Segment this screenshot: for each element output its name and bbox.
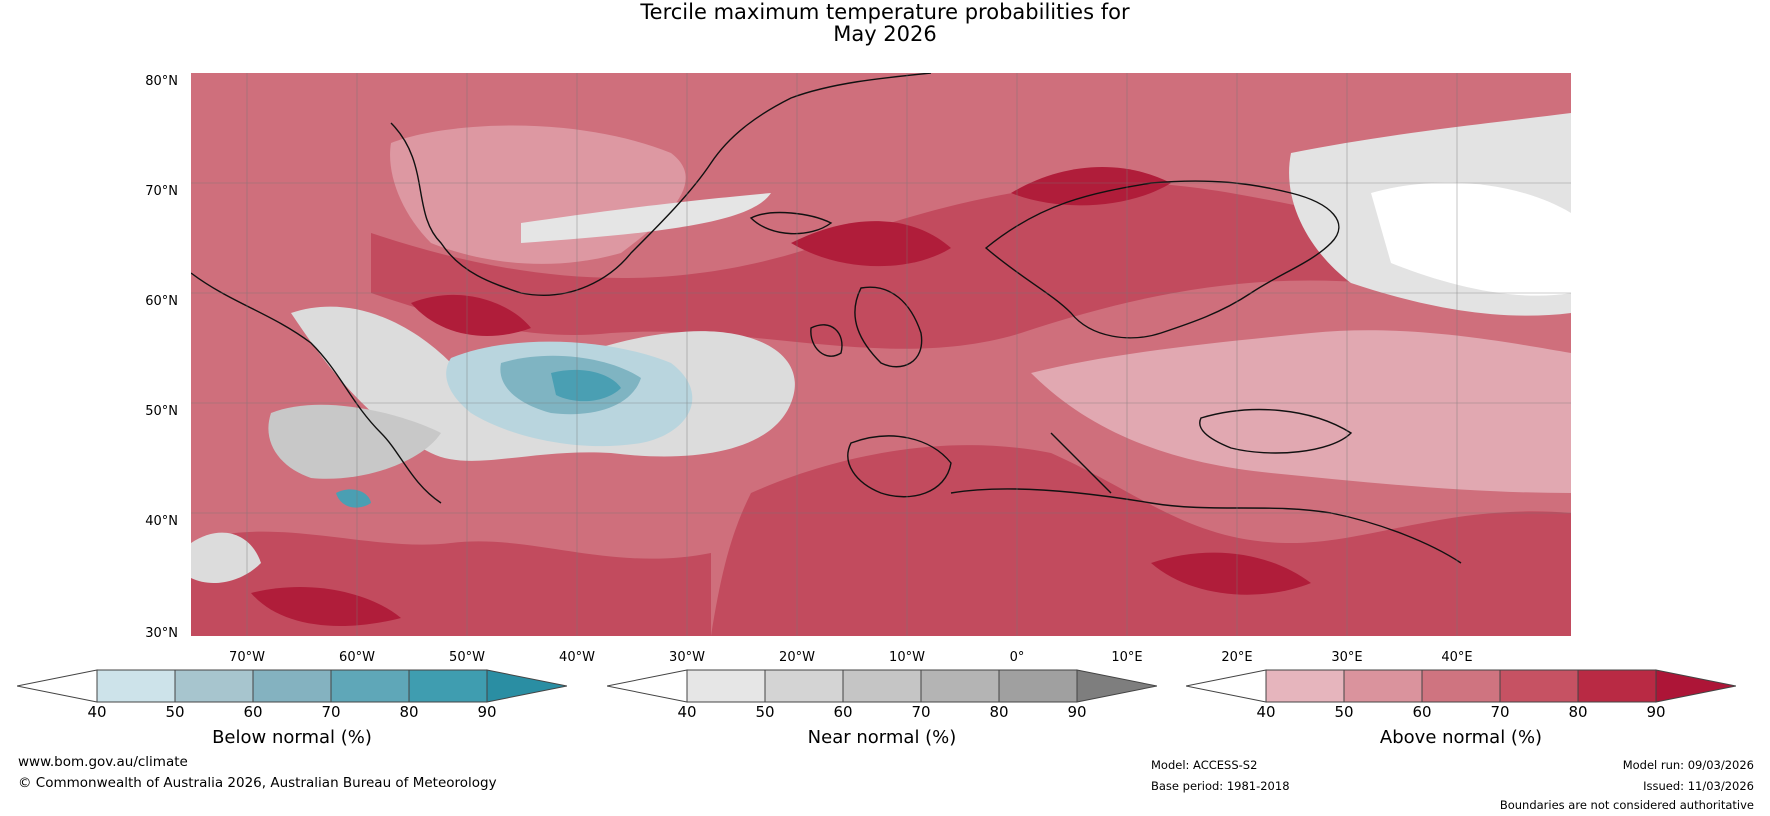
probability-map [191, 73, 1571, 636]
north-america-coast [191, 272, 442, 504]
cb-near-tick-50: 50 [755, 703, 775, 721]
below-normal-small-patch [336, 489, 371, 508]
lat-label-30n: 30°N [145, 626, 178, 641]
cb-above-tick-70: 70 [1490, 703, 1510, 721]
near-normal-white-patch [1371, 182, 1571, 296]
cb-above-seg-40-50 [1265, 669, 1345, 703]
cb-below-tick-60: 60 [243, 703, 263, 721]
cb-below-tick-90: 90 [477, 703, 497, 721]
cb-above-tick-90: 90 [1646, 703, 1666, 721]
lat-label-40n: 40°N [145, 514, 178, 529]
black-sea-coast [1199, 408, 1353, 454]
map-svg [191, 73, 1571, 636]
cb-near-seg-80-90 [998, 669, 1078, 703]
cb-near-ext-low [607, 669, 688, 703]
cb-near-seg-60-70 [842, 669, 922, 703]
lat-label-50n: 50°N [145, 404, 178, 419]
issued-text: Issued: 11/03/2026 [1643, 779, 1754, 793]
cb-above-ext-low [1186, 669, 1267, 703]
iceland-coast [749, 211, 833, 235]
cb-above-seg-50-60 [1343, 669, 1423, 703]
cb-above-seg-60-70 [1421, 669, 1501, 703]
cb-below-seg-40-50 [96, 669, 176, 703]
near-normal-newfoundland-region [268, 404, 441, 479]
cb-below-tick-50: 50 [165, 703, 185, 721]
cb-above-tick-50: 50 [1334, 703, 1354, 721]
cb-below-seg-80-90 [408, 669, 488, 703]
cb-below-seg-70-80 [330, 669, 410, 703]
lon-label-60w: 60°W [339, 650, 375, 665]
italy-coast [1050, 432, 1112, 494]
lon-label-50w: 50°W [449, 650, 485, 665]
lon-label-70w: 70°W [229, 650, 265, 665]
copyright-text: © Commonwealth of Australia 2026, Austra… [18, 775, 497, 791]
lon-label-30e: 30°E [1331, 650, 1363, 665]
britain-coast [854, 286, 923, 368]
lon-label-20w: 20°W [779, 650, 815, 665]
base-period-text: Base period: 1981-2018 [1151, 779, 1290, 793]
iberia-coast [847, 435, 952, 498]
cb-above-ext-high [1655, 669, 1736, 703]
cb-above-tick-80: 80 [1568, 703, 1588, 721]
cb-below-tick-80: 80 [399, 703, 419, 721]
lon-label-10w: 10°W [889, 650, 925, 665]
cb-below-ext-low [17, 669, 98, 703]
lon-label-0: 0° [1009, 650, 1025, 665]
above-normal-core-greenland [411, 294, 531, 336]
colorbar-near-normal [607, 669, 1157, 703]
lat-label-80n: 80°N [145, 74, 178, 89]
above-normal-core-norway [1011, 166, 1171, 206]
cb-above-tick-40: 40 [1256, 703, 1276, 721]
cb-near-title: Near normal (%) [807, 727, 957, 748]
lon-label-40w: 40°W [559, 650, 595, 665]
cb-above-tick-60: 60 [1412, 703, 1432, 721]
lon-label-20e: 20°E [1221, 650, 1253, 665]
colorbar-below-normal [17, 669, 567, 703]
ireland-coast [810, 324, 843, 357]
model-run-text: Model run: 09/03/2026 [1622, 758, 1754, 772]
cb-below-tick-70: 70 [321, 703, 341, 721]
cb-near-tick-70: 70 [911, 703, 931, 721]
cb-above-title: Above normal (%) [1379, 727, 1543, 748]
cb-near-seg-70-80 [920, 669, 1000, 703]
cb-near-tick-40: 40 [677, 703, 697, 721]
cb-near-seg-50-60 [764, 669, 844, 703]
lon-label-10e: 10°E [1111, 650, 1143, 665]
disclaimer-text: Boundaries are not considered authoritat… [1499, 798, 1754, 812]
below-normal-region-core [551, 369, 621, 402]
cb-near-tick-60: 60 [833, 703, 853, 721]
cb-near-tick-80: 80 [989, 703, 1009, 721]
above-normal-core-sw [251, 587, 401, 626]
above-normal-east-europe [1031, 330, 1571, 493]
cb-below-seg-60-70 [252, 669, 332, 703]
lon-label-30w: 30°W [669, 650, 705, 665]
chart-title-line2: May 2026 [833, 22, 937, 46]
lat-label-60n: 60°N [145, 294, 178, 309]
near-normal-sw-patch [191, 532, 261, 583]
cb-below-title: Below normal (%) [212, 727, 372, 748]
website-text: www.bom.gov.au/climate [18, 754, 188, 770]
chart-title-line1: Tercile maximum temperature probabilitie… [640, 0, 1130, 24]
above-normal-core-med [1151, 552, 1311, 595]
cb-near-ext-high [1076, 669, 1157, 703]
cb-below-seg-50-60 [174, 669, 254, 703]
model-text: Model: ACCESS-S2 [1151, 758, 1258, 772]
above-normal-core-iceland [791, 221, 951, 267]
cb-above-seg-70-80 [1499, 669, 1579, 703]
graticule [191, 73, 1571, 636]
cb-near-tick-90: 90 [1067, 703, 1087, 721]
lat-label-70n: 70°N [145, 184, 178, 199]
cb-below-ext-high [486, 669, 567, 703]
cb-near-seg-40-50 [686, 669, 766, 703]
cb-above-seg-80-90 [1577, 669, 1657, 703]
colorbar-above-normal [1186, 669, 1736, 703]
north-africa-coast [950, 488, 1462, 564]
near-normal-greenland-strip [521, 193, 771, 243]
greenland-coast [390, 73, 932, 296]
cb-below-tick-40: 40 [87, 703, 107, 721]
lon-label-40e: 40°E [1441, 650, 1473, 665]
